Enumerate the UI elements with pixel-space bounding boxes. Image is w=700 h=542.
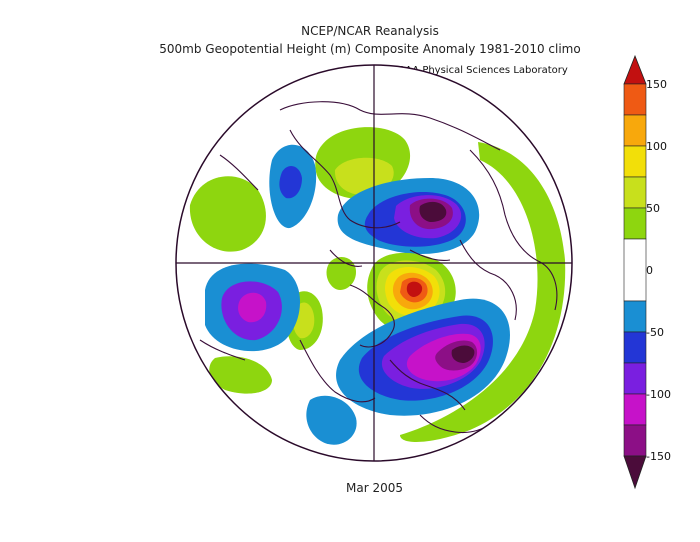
colorbar-band-100-125 — [623, 114, 647, 147]
date-label: Mar 2005 — [346, 481, 403, 495]
colorbar-band-neg100-125 — [623, 393, 647, 426]
coastlines — [199, 101, 558, 434]
polar-map — [175, 64, 573, 462]
colorbar-band-75-100 — [623, 145, 647, 178]
colorbar — [623, 54, 647, 490]
colorbar-band-25-50 — [623, 207, 647, 240]
title-line-2: 500mb Geopotential Height (m) Composite … — [159, 42, 581, 56]
colorbar-band-neg25-50 — [623, 300, 647, 333]
colorbar-tick-150: 150 — [646, 78, 667, 91]
title-line-1: NCEP/NCAR Reanalysis — [301, 24, 439, 38]
colorbar-band-neg75-100 — [623, 362, 647, 395]
colorbar-tick-neg50: -50 — [646, 326, 664, 339]
negative-lobe-west-core — [238, 292, 267, 323]
negative-lobe-northwest-core — [279, 166, 302, 199]
colorbar-tick-neg150: -150 — [646, 450, 671, 463]
negative-lobe-southeast-center — [451, 345, 475, 363]
positive-band-east — [400, 142, 566, 442]
colorbar-band-50-75 — [623, 176, 647, 209]
colorbar-tick-50: 50 — [646, 202, 660, 215]
positive-lobe-west-lower — [209, 356, 272, 394]
colorbar-tick-neg100: -100 — [646, 388, 671, 401]
colorbar-band-neg50-75 — [623, 331, 647, 364]
credit-label: NOAA Physical Sciences Laboratory — [390, 65, 568, 76]
positive-lobe-west-upper — [189, 176, 266, 252]
colorbar-band-neutral — [623, 238, 647, 302]
colorbar-band-neg125-150 — [623, 424, 647, 457]
colorbar-top-triangle — [623, 54, 647, 85]
colorbar-tick-0: 0 — [646, 264, 653, 277]
colorbar-tick-100: 100 — [646, 140, 667, 153]
negative-lobe-northeast-center — [419, 201, 447, 222]
positive-lobe-pole-left — [326, 257, 356, 291]
anomaly-field — [189, 101, 566, 445]
colorbar-band-125-150 — [623, 83, 647, 116]
negative-lobe-south — [306, 395, 357, 445]
positive-lobe-pole-center — [406, 281, 423, 297]
colorbar-bottom-triangle — [623, 455, 647, 490]
map-border — [175, 64, 573, 462]
